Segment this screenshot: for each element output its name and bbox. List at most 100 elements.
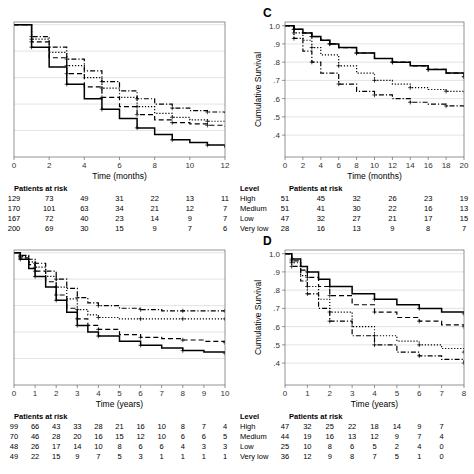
risk-count: 1 xyxy=(181,452,185,461)
x-tick xyxy=(441,385,442,388)
survival-curve xyxy=(285,26,464,94)
censor-mark xyxy=(138,317,142,321)
x-tick-label: 4 xyxy=(372,389,377,398)
grid-line xyxy=(14,305,225,306)
y-tick-label: .5 xyxy=(273,341,280,350)
risk-count: 129 xyxy=(8,194,21,203)
risk-count: 101 xyxy=(43,204,56,213)
risk-count: 33 xyxy=(73,422,81,431)
survival-curve xyxy=(285,254,464,327)
grid-line xyxy=(14,252,225,253)
x-tick-label: 7 xyxy=(439,389,444,398)
risk-count: 5 xyxy=(117,452,121,461)
censor-mark xyxy=(75,317,79,321)
risk-count: 21 xyxy=(388,214,396,223)
x-tick-label: 16 xyxy=(424,161,433,170)
x-tick xyxy=(225,157,226,160)
y-tick xyxy=(282,43,285,44)
risk-count: 19 xyxy=(303,432,311,441)
x-tick xyxy=(392,157,393,160)
risk-count: 36 xyxy=(281,452,289,461)
y-axis-label: Cumulative Survival xyxy=(253,280,263,355)
survival-curve xyxy=(14,25,225,148)
censor-mark xyxy=(205,143,209,147)
grid-line xyxy=(14,77,225,78)
x-tick-label: 2 xyxy=(301,161,306,170)
censor-mark xyxy=(135,97,139,101)
risk-count: 10 xyxy=(303,442,311,451)
risk-count: 1 xyxy=(160,452,164,461)
x-tick-label: 3 xyxy=(75,389,80,398)
x-tick-label: 0 xyxy=(12,161,17,170)
censor-mark xyxy=(328,319,332,323)
censor-mark xyxy=(54,277,58,281)
risk-count: 10 xyxy=(158,422,166,431)
risk-count: 1 xyxy=(417,452,421,461)
censor-mark xyxy=(310,34,314,38)
censor-mark xyxy=(290,264,294,268)
risk-level: High xyxy=(240,422,255,431)
x-tick xyxy=(410,157,411,160)
risk-count: 9 xyxy=(395,432,399,441)
risk-count: 31 xyxy=(115,194,123,203)
risk-count: 13 xyxy=(348,432,356,441)
risk-count: 48 xyxy=(10,442,18,451)
x-tick-label: 6 xyxy=(417,389,422,398)
risk-count: 6 xyxy=(139,442,143,451)
risk-count: 1 xyxy=(223,452,227,461)
risk-count: 27 xyxy=(352,214,360,223)
y-tick-label: .8 xyxy=(273,58,280,67)
risk-count: 73 xyxy=(45,194,53,203)
censor-mark xyxy=(305,292,309,296)
grid-line xyxy=(14,24,225,25)
risk-level: Medium xyxy=(240,432,267,441)
censor-mark xyxy=(135,126,139,130)
risk-count: 16 xyxy=(424,204,432,213)
censor-mark xyxy=(170,120,174,124)
risk-count: 1 xyxy=(202,452,206,461)
risk-count: 49 xyxy=(10,452,18,461)
x-tick-label: 0 xyxy=(283,161,288,170)
censor-mark xyxy=(100,95,104,99)
risk-count: 63 xyxy=(80,204,88,213)
censor-mark xyxy=(96,334,100,338)
grid-line xyxy=(285,98,464,99)
risk-count: 6 xyxy=(181,432,185,441)
x-tick-label: 12 xyxy=(221,161,230,170)
y-tick-label: .6 xyxy=(273,95,280,104)
risk-count: 22 xyxy=(348,422,356,431)
censor-mark xyxy=(138,343,142,347)
x-tick xyxy=(77,385,78,388)
y-tick-label: .9 xyxy=(273,268,280,277)
y-axis-label: Cumulative Survival xyxy=(253,52,263,127)
survival-curve xyxy=(14,25,225,114)
x-tick-label: 5 xyxy=(395,389,400,398)
x-tick xyxy=(14,157,15,160)
risk-count: 8 xyxy=(350,452,354,461)
risk-count: 9 xyxy=(390,224,394,233)
x-tick-label: 9 xyxy=(202,389,207,398)
x-axis-label: Time (months) xyxy=(347,171,402,181)
censor-mark xyxy=(310,60,314,64)
figure: 024681012Time (months)Patients at risk12… xyxy=(0,0,474,474)
censor-mark xyxy=(328,42,332,46)
panel: 012345678910Time (years)Patients at risk… xyxy=(10,250,230,461)
grid-line xyxy=(14,358,225,359)
risk-count: 25 xyxy=(326,422,334,431)
risk-count: 47 xyxy=(281,422,289,431)
x-tick xyxy=(464,157,465,160)
censor-mark xyxy=(372,310,376,314)
risk-count: 22 xyxy=(150,194,158,203)
risk-count: 10 xyxy=(158,432,166,441)
survival-curve xyxy=(14,253,225,311)
censor-mark xyxy=(96,315,100,319)
censor-mark xyxy=(372,93,376,97)
risk-count: 30 xyxy=(80,224,88,233)
y-tick-label: 1.0 xyxy=(269,250,281,259)
plot-area xyxy=(285,26,464,108)
risk-count: 8 xyxy=(181,422,185,431)
x-tick xyxy=(338,157,339,160)
x-tick-label: 10 xyxy=(221,389,230,398)
risk-count: 3 xyxy=(139,452,143,461)
y-tick xyxy=(282,290,285,291)
